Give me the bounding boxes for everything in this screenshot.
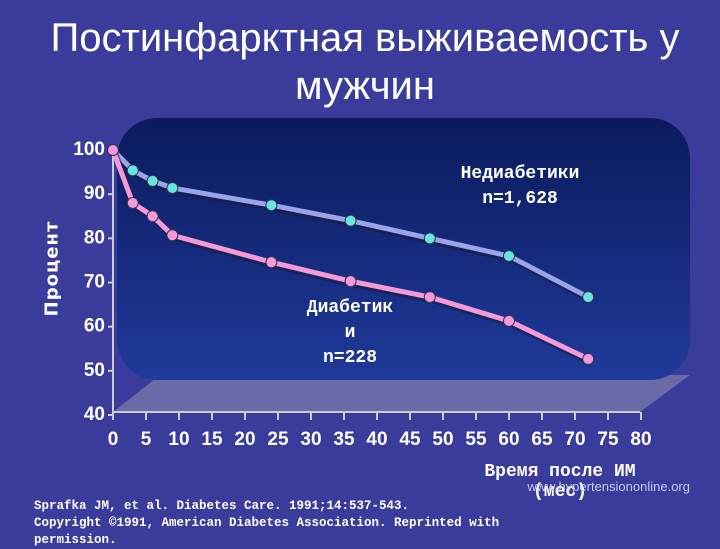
data-point <box>344 214 357 227</box>
series-label: Недиабетики n=1,628 <box>460 164 580 209</box>
floor <box>113 375 690 412</box>
data-point <box>126 197 139 209</box>
x-tick-label: 50 <box>432 429 453 450</box>
y-tick-label: 90 <box>84 183 105 204</box>
data-point <box>265 256 278 269</box>
x-tick-label: 60 <box>498 429 519 450</box>
data-point <box>423 232 436 245</box>
x-tick-label: 30 <box>300 429 321 450</box>
watermark: www.hypertensiononline.org <box>527 479 690 494</box>
data-point <box>146 174 159 187</box>
x-tick-label: 55 <box>465 429 487 450</box>
data-point <box>107 144 119 156</box>
source-note: Sprafka JM, et al. Diabetes Care. 1991;1… <box>34 499 500 547</box>
x-tick-label: 20 <box>234 429 255 450</box>
x-tick-label: 40 <box>366 429 387 450</box>
y-tick-label: 80 <box>84 227 105 248</box>
x-tick-label: 75 <box>597 429 619 450</box>
chart-title: Постинфарктная выживаемость у мужчин <box>50 16 680 108</box>
y-tick-label: 100 <box>73 139 105 160</box>
x-tick-label: 35 <box>333 429 355 450</box>
data-point <box>344 275 357 288</box>
x-tick-label: 10 <box>168 429 189 450</box>
y-tick-label: 50 <box>84 360 105 381</box>
data-point <box>166 181 179 194</box>
data-point <box>503 314 515 327</box>
y-tick-label: 40 <box>84 404 105 425</box>
x-tick-label: 5 <box>141 429 152 450</box>
data-point <box>503 250 515 262</box>
x-tick-label: 80 <box>630 429 651 450</box>
y-tick-label: 60 <box>84 316 105 337</box>
x-tick-label: 70 <box>564 429 585 450</box>
data-point <box>582 291 595 304</box>
x-tick-label: 0 <box>108 429 119 450</box>
data-point <box>582 352 595 365</box>
plot-area <box>117 118 690 380</box>
data-point <box>166 229 179 242</box>
data-point <box>126 164 139 177</box>
x-axis-label: Время после ИМ (мес) <box>484 462 636 502</box>
x-tick-label: 45 <box>399 429 421 450</box>
series-label: Диабетик и n=228 <box>306 298 394 368</box>
x-tick-label: 15 <box>201 429 223 450</box>
data-point <box>265 199 278 212</box>
x-tick-label: 65 <box>531 429 553 450</box>
y-axis-label: Процент <box>41 220 63 317</box>
data-point <box>146 210 159 223</box>
x-tick-label: 25 <box>267 429 289 450</box>
data-point <box>423 291 436 304</box>
y-tick-label: 70 <box>84 272 105 293</box>
